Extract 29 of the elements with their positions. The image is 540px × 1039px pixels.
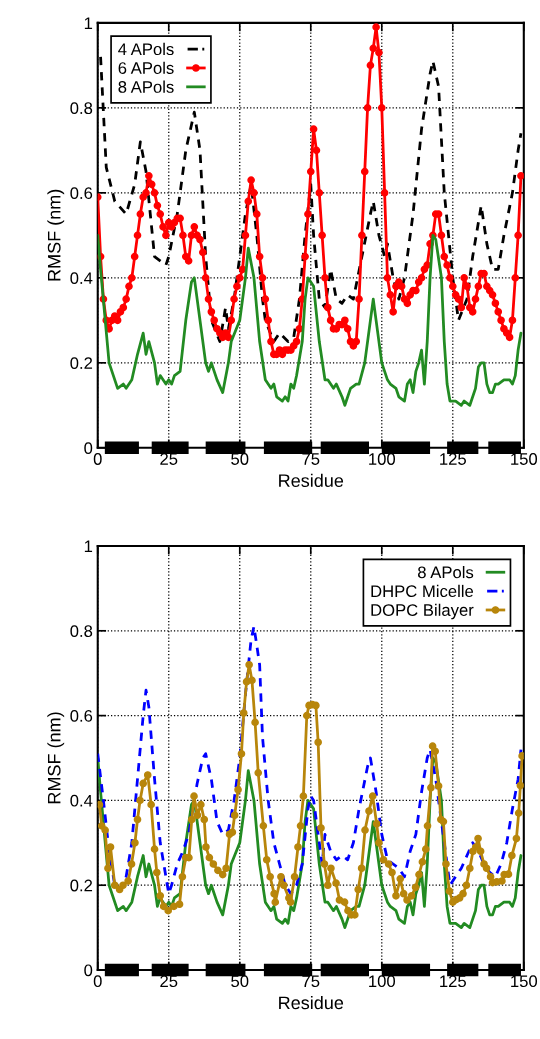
y-tick-label: 0.4 <box>70 794 93 807</box>
x-axis-title: Residue <box>279 995 344 1010</box>
x-tick-label: 0 <box>93 453 102 465</box>
y-axis-title: RMSF (nm) <box>47 189 65 281</box>
y-tick-label: 0.4 <box>70 272 93 285</box>
y-tick-label: 0.8 <box>70 102 93 115</box>
y-tick-label: 0 <box>84 964 93 977</box>
x-tick-label: 0 <box>93 975 102 988</box>
y-tick-label: 1 <box>84 17 93 29</box>
legend-label: 6 APols <box>118 61 174 74</box>
x-tick-label: 100 <box>369 975 396 988</box>
x-tick-label: 150 <box>511 453 538 465</box>
y-tick-label: 0.8 <box>70 625 93 637</box>
y-tick-label: 0.6 <box>70 710 93 722</box>
y-tick-label: 0.2 <box>70 357 93 370</box>
line-series <box>97 233 523 407</box>
x-tick-label: 150 <box>511 975 538 988</box>
legend-label: 8 APols <box>118 80 174 93</box>
y-tick-label: 1 <box>84 540 93 553</box>
x-tick-label: 100 <box>369 453 396 465</box>
y-tick-label: 0 <box>84 442 93 455</box>
legend-label: 4 APols <box>118 42 174 56</box>
y-tick-label: 0.6 <box>70 187 93 200</box>
y-axis-title: RMSF (nm) <box>47 712 65 804</box>
legend-label: DHPC Micelle <box>371 584 474 598</box>
legend-label: DOPC Bilayer <box>371 603 474 620</box>
y-tick-label: 0.2 <box>70 879 93 892</box>
x-axis-title: Residue <box>279 473 344 488</box>
legend-label: 8 APols <box>418 565 474 579</box>
